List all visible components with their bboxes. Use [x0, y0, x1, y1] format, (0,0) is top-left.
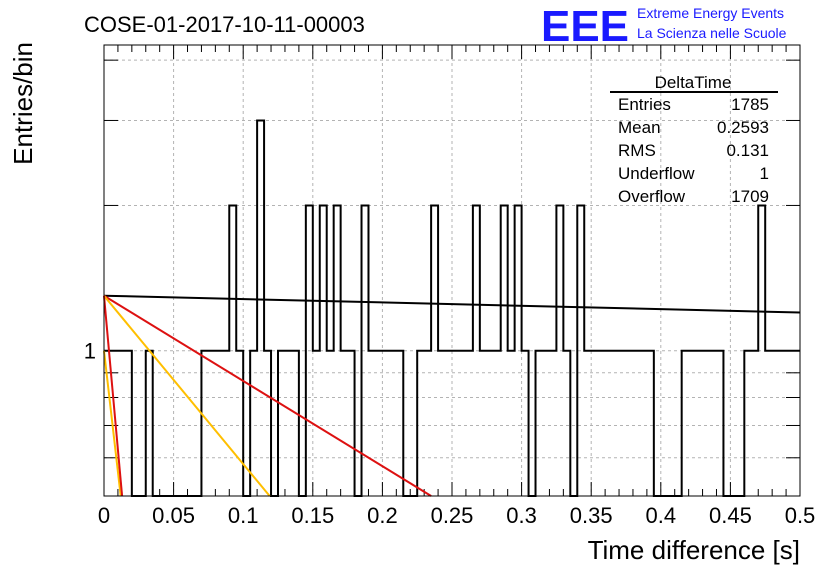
fit-line: [103, 295, 271, 497]
x-tick-label: 0.3: [506, 503, 537, 528]
x-tick-label: 0.5: [785, 503, 816, 528]
stats-label: Mean: [618, 118, 661, 137]
plot-frame: [103, 44, 801, 497]
x-tick-label: 0.45: [709, 503, 752, 528]
x-tick-label: 0.35: [570, 503, 613, 528]
fit-line: [103, 294, 801, 314]
logo-letters: EEE: [541, 2, 629, 51]
fit-curves: [103, 294, 801, 497]
logo-line2: La Scienza nelle Scuole: [637, 25, 787, 41]
stats-rows: Entries 1785 Mean 0.2593 RMS 0.131 Underflow 1 O…: [618, 95, 769, 206]
x-tick-label: 0: [98, 503, 110, 528]
fit-line: [103, 294, 432, 497]
stats-value: 1: [760, 164, 769, 183]
stats-title: DeltaTime: [655, 73, 732, 92]
x-axis-label: Time difference [s]: [588, 535, 800, 565]
logo-line1: Extreme Energy Events: [637, 5, 784, 21]
y-tick-labels: 1: [84, 339, 96, 364]
stats-value: 1785: [731, 95, 769, 114]
chart-title: COSE-01-2017-10-11-00003: [84, 12, 365, 37]
stats-label: Entries: [618, 95, 671, 114]
x-tick-label: 0.25: [431, 503, 474, 528]
fit-line: [103, 350, 122, 497]
y-axis-label: Entries/bin: [8, 42, 38, 165]
x-tick-label: 0.1: [228, 503, 259, 528]
eee-logo: EEE Extreme Energy Events La Scienza nel…: [541, 2, 787, 51]
stats-label: RMS: [618, 141, 656, 160]
stats-value: 0.131: [726, 141, 769, 160]
x-tick-labels: 0 0.05 0.1 0.15 0.2 0.25 0.3 0.35 0.4 0.45 0.5: [98, 503, 815, 528]
x-tick-label: 0.2: [367, 503, 398, 528]
x-tick-label: 0.15: [291, 503, 334, 528]
stats-value: 0.2593: [717, 118, 769, 137]
fit-line: [103, 295, 124, 497]
stats-value: 1709: [731, 187, 769, 206]
x-tick-label: 0.05: [152, 503, 195, 528]
x-tick-label: 0.4: [646, 503, 677, 528]
stats-box: DeltaTime Entries 1785 Mean 0.2593 RMS 0.131 U…: [610, 73, 778, 206]
stats-label: Overflow: [618, 187, 686, 206]
y-tick-label: 1: [84, 339, 96, 364]
stats-label: Underflow: [618, 164, 695, 183]
